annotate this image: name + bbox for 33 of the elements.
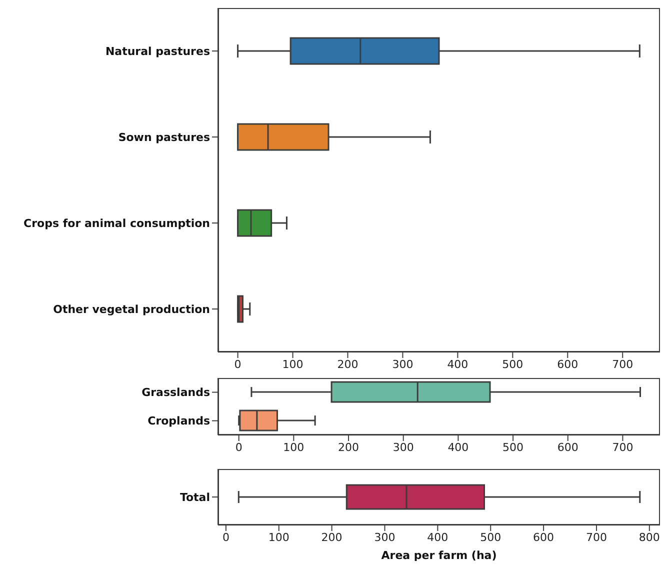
y-tick-label: Total — [180, 490, 210, 504]
x-tick-label: 400 — [427, 530, 448, 544]
x-tick-label: 700 — [612, 358, 634, 371]
x-tick-label: 300 — [374, 530, 396, 544]
x-tick-label: 100 — [283, 440, 304, 454]
y-tick-label: Sown pastures — [118, 130, 210, 144]
x-tick-label: 400 — [447, 358, 468, 371]
x-tick-label: 700 — [586, 530, 607, 544]
x-tick-label: 600 — [533, 530, 554, 544]
y-tick-label: Other vegetal production — [53, 302, 210, 316]
y-tick-label: Croplands — [148, 414, 210, 428]
y-tick-label: Natural pastures — [105, 44, 210, 58]
x-tick-label: 0 — [235, 440, 242, 454]
y-tick-label: Crops for animal consumption — [24, 216, 210, 230]
x-tick-label: 400 — [448, 440, 469, 454]
x-tick-label: 100 — [268, 530, 290, 544]
x-tick-label: 300 — [392, 440, 414, 454]
y-tick-label: Grasslands — [142, 386, 210, 400]
x-tick-label: 700 — [612, 440, 634, 454]
x-axis-title: Area per farm (ha) — [381, 549, 497, 562]
x-tick-label: 500 — [502, 358, 524, 371]
x-tick-label: 500 — [502, 440, 524, 454]
x-tick-label: 0 — [222, 530, 230, 544]
x-tick-label: 600 — [557, 358, 578, 371]
x-tick-label: 100 — [282, 358, 304, 371]
x-tick-label: 800 — [638, 530, 660, 544]
x-tick-label: 0 — [234, 358, 242, 371]
x-tick-label: 500 — [480, 530, 502, 544]
x-tick-label: 200 — [337, 358, 358, 371]
x-tick-label: 200 — [321, 530, 342, 544]
x-tick-label: 600 — [557, 440, 578, 454]
x-tick-label: 300 — [392, 358, 414, 371]
x-tick-label: 200 — [338, 440, 360, 454]
